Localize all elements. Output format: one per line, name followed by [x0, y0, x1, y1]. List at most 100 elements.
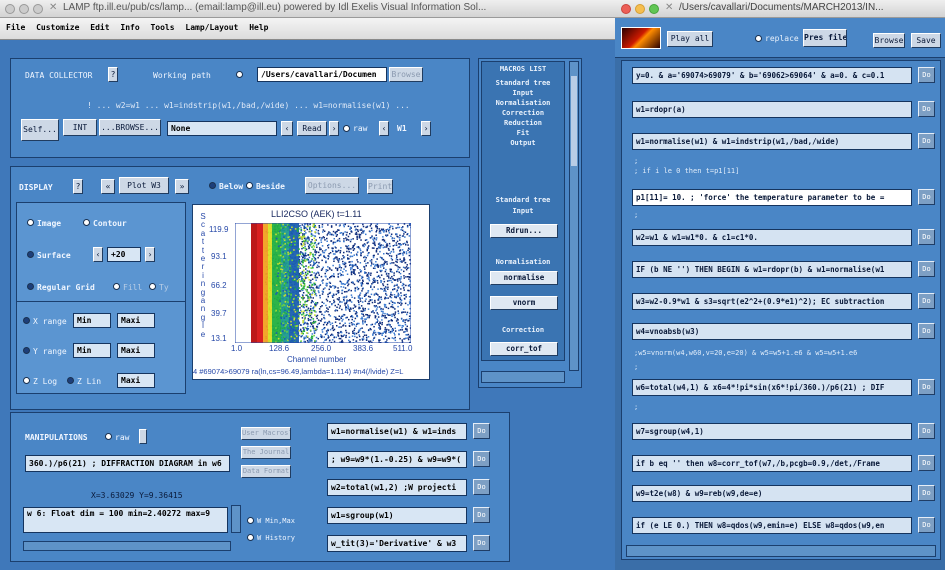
working-path-toggle[interactable]: [236, 71, 243, 78]
do-2[interactable]: Do: [918, 133, 935, 149]
close-window-icon[interactable]: [5, 4, 15, 14]
int-button[interactable]: INT: [63, 119, 97, 136]
run-number-field[interactable]: None: [167, 121, 277, 136]
display-help-button[interactable]: ?: [73, 179, 83, 194]
working-path-field[interactable]: /Users/cavallari/Documen: [257, 67, 387, 82]
working-path-browse-button[interactable]: Browse: [389, 67, 423, 82]
save-macro-button[interactable]: Save: [911, 33, 941, 48]
menu-lamp-layout[interactable]: Lamp/Layout: [185, 23, 239, 32]
do-1[interactable]: Do: [918, 101, 935, 117]
pres-files-button[interactable]: Pres files: [803, 29, 847, 47]
manip-cmd-4[interactable]: w_tit(3)='Derivative' & w3: [327, 535, 467, 552]
macro-horizontal-scrollbar[interactable]: [626, 545, 936, 557]
workspace-increment-button[interactable]: ›: [421, 121, 431, 136]
menu-tools[interactable]: Tools: [150, 23, 175, 32]
y-min-field[interactable]: Min: [73, 343, 111, 358]
browse-macro-button[interactable]: Browse: [873, 33, 905, 48]
raw-toggle[interactable]: [343, 125, 350, 132]
data-collector-help-button[interactable]: ?: [108, 67, 118, 82]
cmd-6[interactable]: w3=w2-0.9*w1 & s3=sqrt(e2^2+(0.9*e1)^2);…: [632, 293, 912, 310]
surface-angle-field[interactable]: +20: [107, 247, 141, 262]
menu-file[interactable]: File: [6, 23, 26, 32]
regular-grid-checkbox[interactable]: [27, 283, 34, 290]
cmd-3[interactable]: p1[11]= 10. ; 'force' the temperature pa…: [632, 189, 912, 206]
do-7[interactable]: Do: [918, 323, 935, 339]
menu-customize[interactable]: Customize: [36, 23, 80, 32]
read-button[interactable]: Read: [297, 121, 327, 136]
min-max-checkbox[interactable]: [247, 517, 254, 524]
do-3[interactable]: Do: [918, 189, 935, 205]
zoom-window-icon[interactable]: [33, 4, 43, 14]
macros-scroll-thumb[interactable]: [571, 76, 577, 166]
do-11[interactable]: Do: [918, 485, 935, 501]
do-4[interactable]: Do: [918, 229, 935, 245]
macro-reduction[interactable]: Reduction: [504, 119, 542, 127]
ty-checkbox[interactable]: [149, 283, 156, 290]
self-button[interactable]: Self...: [21, 119, 59, 141]
play-all-button[interactable]: Play all: [667, 31, 713, 47]
data-format-button[interactable]: Data Format: [241, 465, 291, 478]
plot-w3-button[interactable]: Plot W3: [119, 177, 169, 194]
menu-help[interactable]: Help: [249, 23, 269, 32]
z-lin-radio[interactable]: [67, 377, 74, 384]
cmd-1[interactable]: w1=rdopr(a): [632, 101, 912, 118]
user-macros-button[interactable]: User Macros?: [241, 427, 291, 440]
manip-cmd-1[interactable]: ; w9=w9*(1.-0.25) & w9=w9*(: [327, 451, 467, 468]
do-12[interactable]: Do: [918, 517, 935, 533]
z-log-radio[interactable]: [23, 377, 30, 384]
z-max-field[interactable]: Maxi: [117, 373, 155, 388]
options-button[interactable]: Options...: [305, 177, 359, 194]
y-range-radio[interactable]: [23, 347, 30, 354]
minimize-window-icon[interactable]: [19, 4, 29, 14]
fill-checkbox[interactable]: [113, 283, 120, 290]
macro-fit[interactable]: Fit: [516, 129, 530, 137]
macro-standard-tree[interactable]: Standard tree: [495, 79, 551, 87]
image-radio[interactable]: [27, 219, 34, 226]
manip-cmd-0[interactable]: w1=normalise(w1) & w1=inds: [327, 423, 467, 440]
cmd-11[interactable]: w9=t2e(w8) & w9=reb(w9,de=e): [632, 485, 912, 502]
cmd-0[interactable]: y=0. & a='69074>69079' & b='69062>69064'…: [632, 67, 912, 84]
manip-do-0[interactable]: Do: [473, 423, 490, 439]
manip-raw-button[interactable]: [139, 429, 147, 444]
replace-checkbox[interactable]: [755, 35, 762, 42]
rdrun-button[interactable]: Rdrun...: [490, 224, 558, 238]
corr-tof-button[interactable]: corr_tof: [490, 342, 558, 356]
macro-correction[interactable]: Correction: [501, 109, 545, 117]
cmd-5[interactable]: IF (b NE '') THEN BEGIN & w1=rdopr(b) & …: [632, 261, 912, 278]
macros-horizontal-scrollbar[interactable]: [481, 371, 565, 383]
surface-increment-button[interactable]: ›: [145, 247, 155, 262]
macro-input[interactable]: Input: [512, 89, 534, 97]
surface-decrement-button[interactable]: ‹: [93, 247, 103, 262]
cmd-8[interactable]: w6=total(w4,1) & x6=4*!pi*sin(x6*!pi/360…: [632, 379, 912, 396]
journal-button[interactable]: The Journal: [241, 446, 291, 459]
workspace-decrement-button[interactable]: ‹: [379, 121, 389, 136]
macros-vertical-scrollbar[interactable]: [569, 61, 579, 371]
do-5[interactable]: Do: [918, 261, 935, 277]
cmd-9[interactable]: w7=sgroup(w4,1): [632, 423, 912, 440]
beside-radio[interactable]: [246, 182, 253, 189]
do-0[interactable]: Do: [918, 67, 935, 83]
manip-do-1[interactable]: Do: [473, 451, 490, 467]
manip-horizontal-scrollbar[interactable]: [23, 541, 231, 551]
manip-command-field[interactable]: 360.)/p6(21) ; DIFFRACTION DIAGRAM in w6: [25, 455, 230, 472]
minimize-window-icon[interactable]: [635, 4, 645, 14]
print-button[interactable]: Print: [367, 179, 393, 194]
surface-radio[interactable]: [27, 251, 34, 258]
do-8[interactable]: Do: [918, 379, 935, 395]
manip-cmd-3[interactable]: w1=sgroup(w1): [327, 507, 467, 524]
run-decrement-button[interactable]: ‹: [281, 121, 293, 136]
x-max-field[interactable]: Maxi: [117, 313, 155, 328]
x-range-radio[interactable]: [23, 317, 30, 324]
contour-radio[interactable]: [83, 219, 90, 226]
normalise-button[interactable]: normalise: [490, 271, 558, 285]
cmd-7[interactable]: w4=vnoabsb(w3): [632, 323, 912, 340]
do-9[interactable]: Do: [918, 423, 935, 439]
history-checkbox[interactable]: [247, 534, 254, 541]
zoom-window-icon[interactable]: [649, 4, 659, 14]
macro-normalisation[interactable]: Normalisation: [495, 99, 551, 107]
cmd-4[interactable]: w2=w1 & w1=w1*0. & c1=c1*0.: [632, 229, 912, 246]
close-window-icon[interactable]: [621, 4, 631, 14]
plot-next-button[interactable]: »: [175, 179, 189, 194]
do-6[interactable]: Do: [918, 293, 935, 309]
manip-do-2[interactable]: Do: [473, 479, 490, 495]
